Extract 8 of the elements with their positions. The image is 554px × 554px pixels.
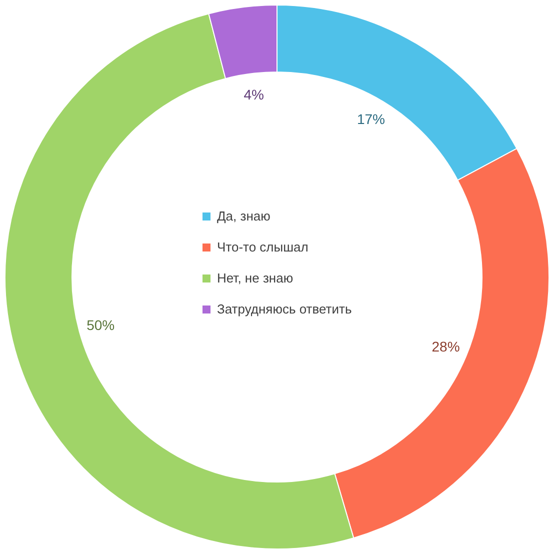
legend-label: Нет, не знаю <box>217 270 294 286</box>
data-label: 50% <box>86 316 115 333</box>
data-label: 17% <box>356 110 386 127</box>
data-label: 28% <box>432 338 460 355</box>
legend-label: Что-то слышал <box>217 240 308 254</box>
data-label: 4% <box>244 86 264 102</box>
legend-label: Да, знаю <box>217 208 271 224</box>
legend-label: Затрудняюсь ответить <box>217 302 352 316</box>
